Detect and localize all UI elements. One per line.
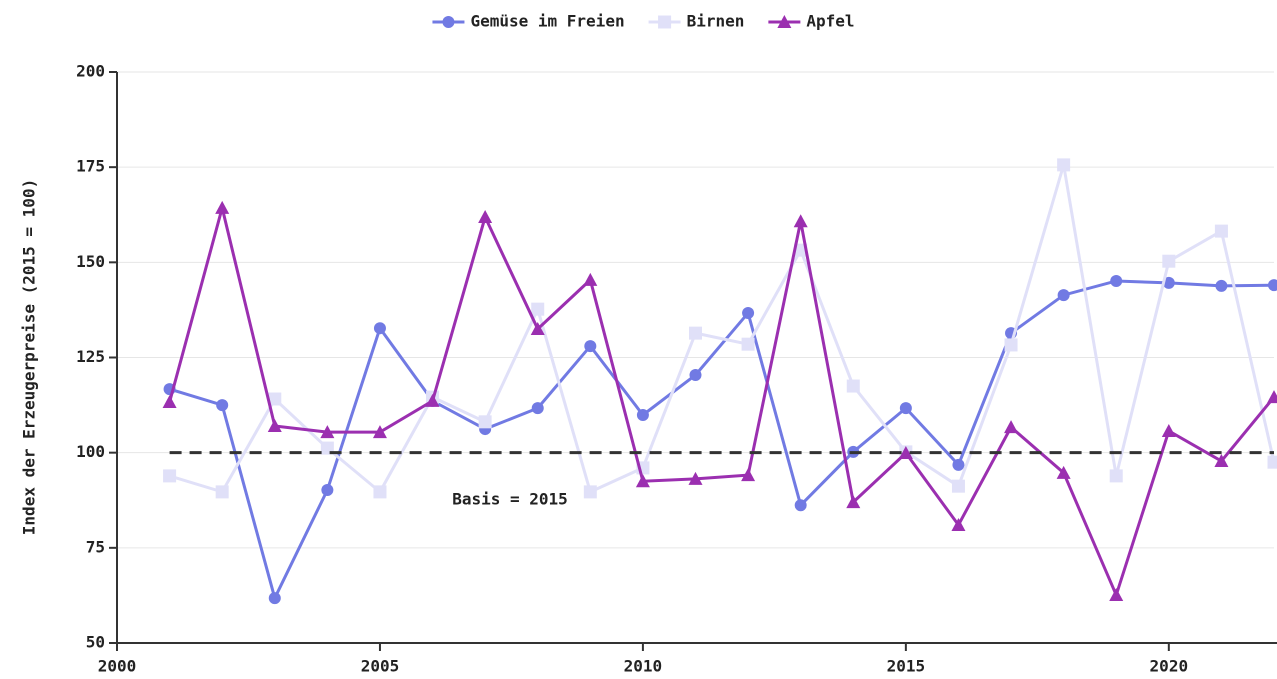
point: [531, 302, 545, 316]
y-tick-label: 175: [76, 157, 105, 176]
point: [1109, 588, 1124, 602]
y-tick-label: 100: [76, 442, 105, 461]
point: [1056, 465, 1071, 479]
point: [899, 402, 912, 415]
point: [742, 306, 755, 319]
legend: Gemüse im Freien Birnen Apfel: [432, 12, 855, 31]
x-tick-label: 2005: [361, 657, 400, 676]
y-tick-label: 50: [86, 633, 105, 652]
point: [373, 485, 387, 499]
legend-label: Birnen: [687, 12, 745, 31]
point: [898, 446, 913, 460]
point: [215, 200, 230, 214]
point: [1004, 420, 1019, 434]
point: [583, 485, 597, 499]
point: [372, 425, 387, 439]
point: [425, 393, 440, 407]
point: [689, 326, 702, 340]
point: [1004, 338, 1018, 352]
point: [1162, 254, 1176, 268]
point: [846, 495, 861, 509]
point: [951, 517, 966, 531]
x-tick-label: 2015: [887, 657, 926, 676]
point: [689, 369, 702, 382]
point: [846, 379, 860, 393]
point: [952, 458, 965, 471]
point: [268, 592, 281, 605]
point: [1109, 469, 1123, 483]
series-line: [168, 207, 1276, 600]
axes: 50 75 100 125 150 175 200 2000 2005 2010 2015 2020: [76, 62, 1277, 676]
point: [1267, 390, 1277, 404]
point: [268, 392, 282, 406]
point: [216, 399, 229, 412]
point: [1057, 158, 1071, 172]
point: [478, 210, 493, 224]
point: [162, 395, 177, 409]
point: [321, 483, 334, 496]
y-tick-label: 150: [76, 252, 105, 271]
point: [741, 468, 756, 482]
legend-item: Apfel: [768, 12, 855, 31]
point: [267, 419, 282, 433]
series-line: [169, 164, 1276, 495]
point: [1215, 279, 1228, 292]
legend-item: Gemüse im Freien: [432, 12, 625, 31]
point: [1161, 423, 1176, 437]
x-tick-label: 2020: [1150, 657, 1189, 676]
point: [1110, 274, 1123, 287]
y-tick-label: 200: [76, 62, 105, 81]
legend-item: Birnen: [648, 12, 745, 31]
point: [1267, 455, 1277, 469]
y-tick-label: 125: [76, 347, 105, 366]
point: [1268, 279, 1277, 292]
point: [635, 474, 650, 488]
point: [530, 321, 545, 335]
series-line: [169, 279, 1275, 603]
point: [584, 340, 597, 353]
y-tick-label: 75: [86, 537, 105, 556]
x-tick-label: 2000: [98, 657, 137, 676]
y-axis-label: Index der Erzeugerpreise (2015 = 100): [20, 179, 39, 535]
point: [531, 402, 544, 415]
point: [1214, 224, 1228, 238]
point: [163, 469, 177, 483]
x-tick-label: 2010: [624, 657, 663, 676]
legend-label: Gemüse im Freien: [470, 12, 624, 31]
point: [373, 322, 386, 335]
point: [741, 337, 755, 351]
legend-label: Apfel: [806, 12, 854, 31]
point: [794, 499, 807, 512]
plot-area: Basis = 2015: [162, 158, 1277, 605]
point: [215, 485, 229, 499]
point: [320, 425, 335, 439]
point: [478, 415, 492, 429]
point: [688, 471, 703, 485]
point: [636, 408, 649, 421]
point: [1214, 454, 1229, 468]
point: [1057, 289, 1070, 302]
point: [1162, 276, 1175, 289]
point: [951, 479, 965, 493]
annotation: Basis = 2015: [452, 490, 568, 509]
point: [794, 243, 808, 257]
point: [583, 272, 598, 286]
point: [793, 214, 808, 228]
